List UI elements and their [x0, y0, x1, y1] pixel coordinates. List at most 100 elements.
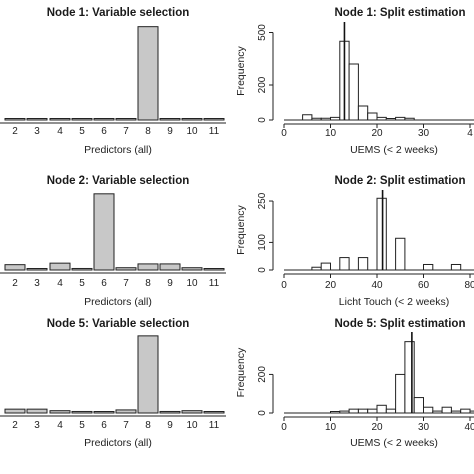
- x-tick-label: 0: [281, 128, 287, 139]
- y-tick-label: 0: [257, 410, 268, 416]
- bar-6: [93, 193, 115, 271]
- bar-5: [71, 410, 93, 414]
- x-tick-label: 7: [123, 420, 129, 431]
- x-tick-label: 60: [418, 280, 430, 291]
- bar-11: [203, 118, 225, 121]
- x-axis-label: UEMS (< 2 weeks): [350, 437, 438, 449]
- hist-bar: [320, 262, 332, 271]
- bar-4: [49, 262, 71, 271]
- y-tick-label: 250: [257, 192, 268, 209]
- x-tick-label: 10: [186, 420, 198, 431]
- hist-bar: [450, 263, 462, 271]
- hist-bar: [423, 263, 434, 271]
- chart-panel-4: Node 2: Split estimation 0 20 40 60 80 0 100 250…: [235, 175, 474, 308]
- hist-bar: [441, 406, 452, 414]
- x-tick-label: 40: [371, 280, 383, 291]
- x-tick-label: 10: [186, 126, 198, 137]
- hist-bar: [469, 410, 474, 414]
- x-axis-label: Predictors (all): [84, 437, 152, 449]
- x-axis-label: Predictors (all): [84, 296, 152, 308]
- x-tick-label: 10: [186, 278, 198, 289]
- x-tick-label: 4: [57, 126, 63, 137]
- x-tick-label: 20: [325, 280, 337, 291]
- y-axis-label: Frequency: [235, 45, 247, 95]
- x-tick-label: 2: [12, 420, 18, 431]
- x-tick-label: 11: [209, 420, 220, 431]
- bar-10: [181, 410, 203, 414]
- x-tick-label: 9: [167, 420, 173, 431]
- hist-bar: [404, 341, 415, 414]
- x-tick-label: 20: [371, 422, 383, 433]
- hist-bar: [348, 408, 359, 414]
- hist-bar: [357, 257, 369, 271]
- bar-3: [26, 408, 48, 414]
- x-tick-label: 3: [34, 278, 40, 289]
- x-tick-label: 4: [57, 278, 63, 289]
- hist-bar: [395, 237, 406, 271]
- bar-5: [71, 267, 93, 271]
- chart-panel-3: Node 2: Variable selection 2 3 4 5 6 7 8 9 10 11 Pr…: [0, 175, 226, 308]
- x-tick-label: 7: [123, 278, 129, 289]
- bar-5: [71, 118, 93, 121]
- x-tick-label: 3: [34, 126, 40, 137]
- hist-bar: [357, 105, 369, 121]
- bar-10: [181, 118, 203, 121]
- bar-6: [93, 411, 115, 414]
- x-tick-label: 9: [167, 278, 173, 289]
- x-tick-label: 8: [145, 420, 151, 431]
- bar-3: [26, 118, 48, 121]
- x-tick-label: 5: [79, 420, 85, 431]
- bar-10: [181, 267, 203, 271]
- hist-bar: [460, 408, 471, 414]
- hist-bar: [395, 373, 406, 414]
- hist-bar: [376, 197, 387, 271]
- chart-title: Node 5: Split estimation: [335, 318, 466, 330]
- chart-panel-5: Node 5: Variable selection 2 3 4 5 6 7 8 9 10 11 Pr…: [0, 318, 226, 449]
- bar-9: [159, 410, 181, 414]
- x-tick-label: 3: [34, 420, 40, 431]
- x-tick-label: 40: [464, 422, 474, 433]
- bar-4: [49, 118, 71, 121]
- hist-bar: [413, 397, 425, 414]
- chart-panel-1: Node 1: Variable selection 2 3 4 5 6 7 8 9 10 11 Pr…: [0, 7, 226, 156]
- x-tick-label: 30: [418, 128, 430, 139]
- bar-3: [26, 268, 48, 271]
- x-tick-label: 6: [101, 420, 107, 431]
- x-tick-label: 0: [281, 422, 287, 433]
- hist-bar: [423, 406, 434, 414]
- hist-bar: [302, 114, 313, 121]
- x-tick-label: 30: [418, 422, 430, 433]
- y-tick-label: 0: [257, 117, 268, 123]
- bar-11: [203, 268, 225, 271]
- bar-8: [137, 335, 159, 414]
- hist-bar: [367, 408, 378, 414]
- x-tick-label: 5: [79, 126, 85, 137]
- bar-11: [203, 411, 225, 414]
- y-tick-label: 100: [257, 234, 268, 251]
- y-axis-label: Frequency: [235, 347, 247, 397]
- x-tick-label: 6: [101, 126, 107, 137]
- y-tick-label: 200: [257, 76, 268, 93]
- bar-7: [115, 267, 137, 271]
- x-tick-label: 2: [12, 126, 18, 137]
- hist-bar: [348, 63, 359, 121]
- bar-6: [93, 118, 115, 121]
- hist-bar: [367, 112, 378, 121]
- x-tick-label: 8: [145, 126, 151, 137]
- x-tick-label: 4: [467, 128, 473, 139]
- x-tick-label: 20: [371, 128, 383, 139]
- x-tick-label: 0: [281, 280, 287, 291]
- chart-title: Node 2: Split estimation: [335, 175, 466, 187]
- chart-panel-6: Node 5: Split estimation 0 10 20 30 40 0 200 Fre…: [235, 318, 474, 449]
- chart-title: Node 1: Variable selection: [47, 7, 190, 19]
- hist-bar: [357, 408, 369, 414]
- bar-2: [4, 408, 26, 414]
- bar-9: [159, 263, 181, 271]
- x-tick-label: 7: [123, 126, 129, 137]
- hist-bar: [385, 408, 397, 414]
- y-tick-label: 0: [257, 267, 268, 273]
- chart-title: Node 2: Variable selection: [47, 175, 190, 187]
- hist-bar: [339, 257, 350, 271]
